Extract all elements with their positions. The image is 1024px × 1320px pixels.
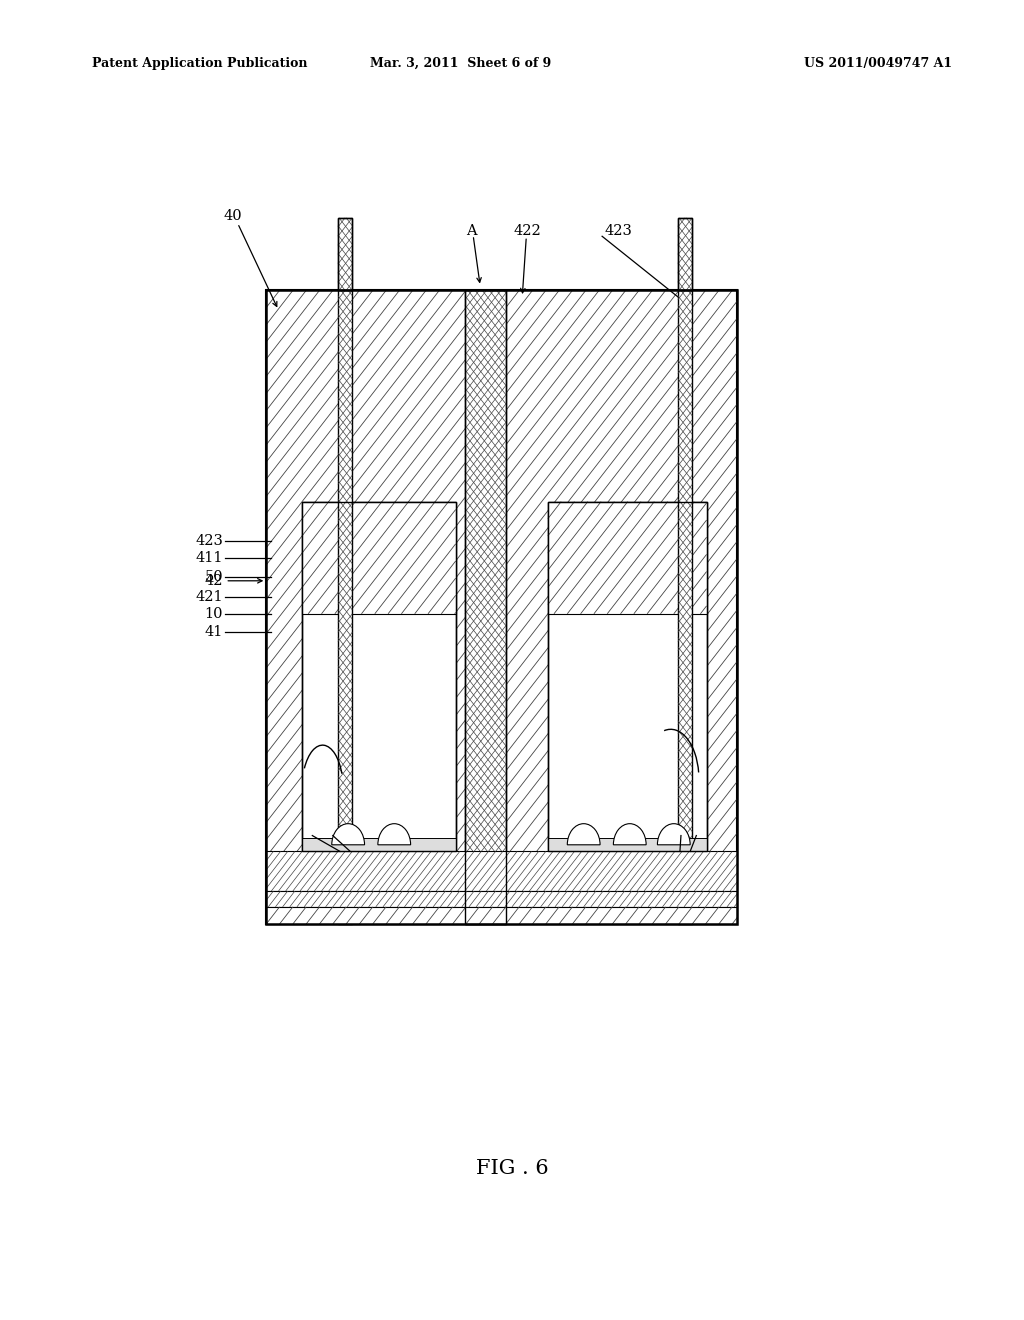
Bar bbox=[266, 290, 737, 924]
Text: US 2011/0049747 A1: US 2011/0049747 A1 bbox=[804, 57, 952, 70]
Bar bbox=[302, 838, 456, 851]
Bar bbox=[266, 907, 737, 924]
Bar bbox=[302, 502, 456, 851]
Text: 41: 41 bbox=[205, 626, 223, 639]
Bar bbox=[338, 290, 352, 924]
Text: 411: 411 bbox=[196, 552, 223, 565]
Wedge shape bbox=[567, 824, 600, 845]
Text: 42: 42 bbox=[205, 574, 223, 587]
Wedge shape bbox=[613, 824, 646, 845]
Text: 50: 50 bbox=[205, 570, 223, 583]
Bar bbox=[678, 218, 692, 290]
Text: FIG . 6: FIG . 6 bbox=[476, 1159, 548, 1177]
Bar bbox=[338, 218, 352, 290]
Bar bbox=[465, 290, 506, 924]
Bar bbox=[302, 502, 456, 614]
Bar bbox=[338, 218, 352, 290]
Text: 40: 40 bbox=[223, 210, 242, 223]
Bar bbox=[548, 838, 707, 851]
Text: Mar. 3, 2011  Sheet 6 of 9: Mar. 3, 2011 Sheet 6 of 9 bbox=[370, 57, 552, 70]
Text: 423: 423 bbox=[604, 224, 632, 238]
Text: Patent Application Publication: Patent Application Publication bbox=[92, 57, 307, 70]
Text: 422: 422 bbox=[513, 224, 542, 238]
Wedge shape bbox=[378, 824, 411, 845]
Bar bbox=[548, 502, 707, 851]
Text: 423: 423 bbox=[196, 535, 223, 548]
Text: 421: 421 bbox=[196, 590, 223, 603]
Wedge shape bbox=[332, 824, 365, 845]
Bar bbox=[266, 290, 737, 924]
Bar bbox=[678, 218, 692, 290]
Bar bbox=[302, 502, 456, 851]
Bar bbox=[266, 851, 737, 891]
Bar bbox=[678, 290, 692, 924]
Wedge shape bbox=[657, 824, 690, 845]
Text: 10: 10 bbox=[205, 607, 223, 620]
Bar bbox=[548, 502, 707, 851]
Text: A: A bbox=[466, 224, 476, 238]
Bar bbox=[266, 891, 737, 907]
Bar bbox=[465, 290, 506, 924]
Bar bbox=[548, 502, 707, 614]
